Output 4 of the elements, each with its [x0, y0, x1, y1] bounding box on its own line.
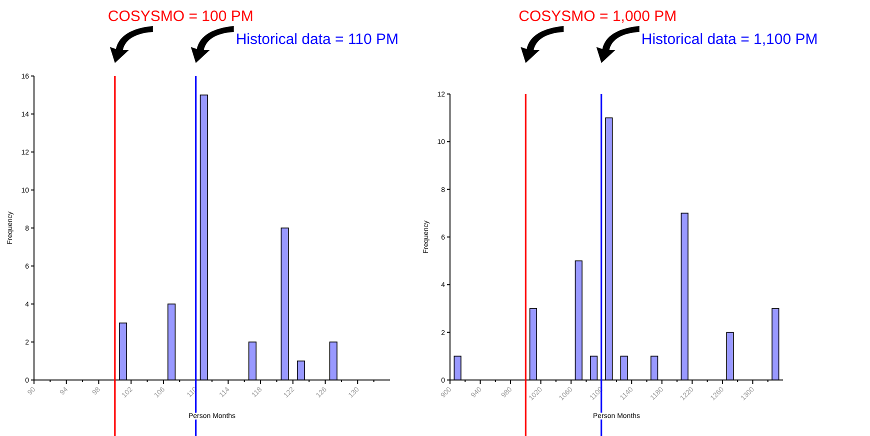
ref-line-label: COSYSMO = 1,000 PM — [518, 8, 677, 25]
ref-line-label: Historical data = 1,100 PM — [641, 31, 818, 48]
ref-line-label: COSYSMO = 100 PM — [108, 8, 254, 25]
ref-line-label: Historical data = 110 PM — [236, 31, 399, 48]
